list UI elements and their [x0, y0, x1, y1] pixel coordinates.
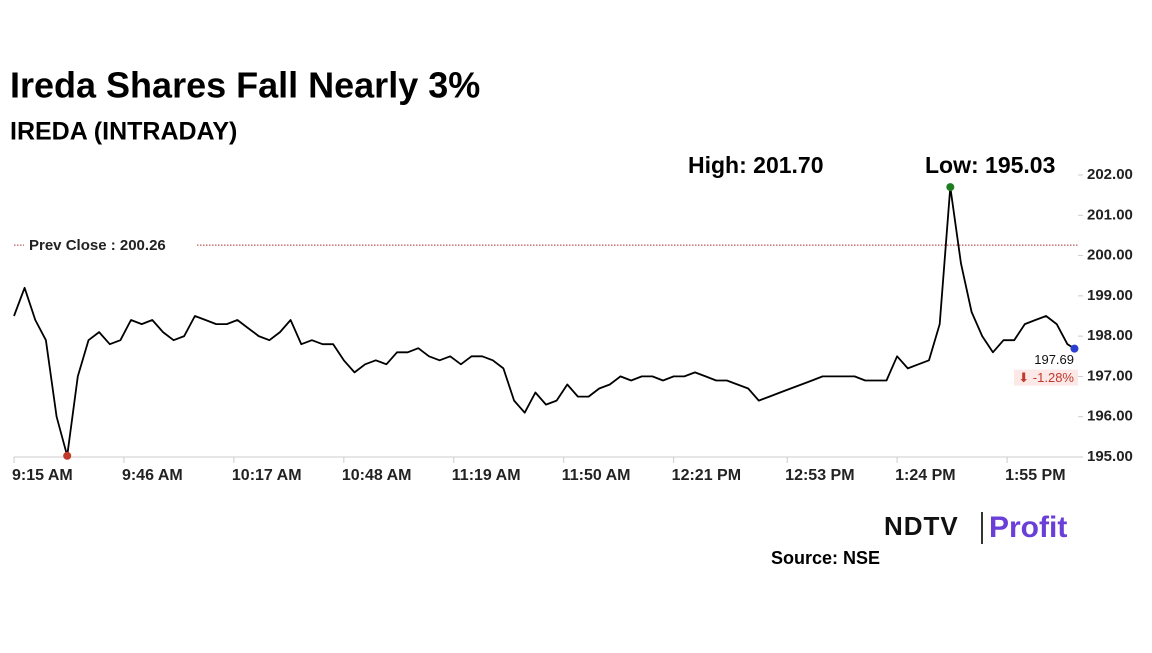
high-annotation: High: 201.70 [688, 152, 824, 178]
x-tick-label: 11:19 AM [452, 467, 521, 484]
prev-close-label: Prev Close : 200.26 [29, 237, 166, 254]
chart-subtitle: IREDA (INTRADAY) [10, 118, 237, 146]
y-tick-label: 200.00 [1087, 247, 1133, 264]
x-tick-label: 9:46 AM [122, 467, 183, 484]
change-label: ⬇ -1.28% [1018, 370, 1074, 385]
brand-sub: Profit [989, 511, 1067, 544]
x-tick-label: 10:17 AM [232, 467, 302, 484]
x-tick-label: 10:48 AM [342, 467, 412, 484]
low-marker [63, 451, 72, 460]
x-tick-label: 1:24 PM [895, 467, 955, 484]
low-annotation: Low: 195.03 [925, 152, 1055, 178]
high-marker [946, 183, 955, 192]
x-tick-label: 12:53 PM [785, 467, 854, 484]
y-tick-label: 198.00 [1087, 327, 1133, 344]
chart-title: Ireda Shares Fall Nearly 3% [10, 65, 480, 106]
y-tick-label: 199.00 [1087, 287, 1133, 304]
y-tick-label: 202.00 [1087, 166, 1133, 183]
y-tick-label: 196.00 [1087, 408, 1133, 425]
x-tick-label: 1:55 PM [1005, 467, 1065, 484]
last-value: 197.69 [1034, 352, 1074, 367]
brand: NDTV [884, 511, 959, 541]
prev-close-bg [24, 236, 196, 255]
last-marker [1070, 344, 1079, 353]
price-line [13, 186, 1075, 457]
source: Source: NSE [771, 548, 880, 568]
y-tick-label: 195.00 [1087, 448, 1133, 465]
change-bg [1014, 369, 1078, 386]
x-tick-label: 9:15 AM [12, 467, 73, 484]
y-tick-label: 197.00 [1087, 367, 1133, 384]
x-tick-label: 11:50 AM [562, 467, 631, 484]
y-tick-label: 201.00 [1087, 206, 1133, 223]
x-tick-label: 12:21 PM [672, 467, 741, 484]
